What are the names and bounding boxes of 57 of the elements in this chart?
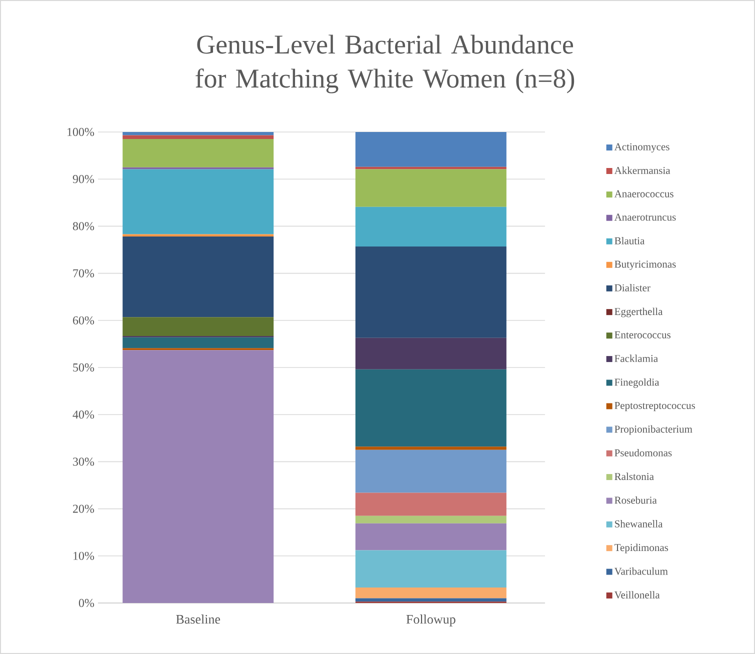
- bar: [122, 236, 274, 318]
- y-tick-label: 60%: [72, 316, 94, 324]
- bar: [122, 139, 274, 168]
- bar: [355, 246, 506, 338]
- bar: [122, 132, 274, 136]
- legend-label: Blautia: [614, 236, 645, 244]
- bar: [122, 135, 274, 140]
- y-tick-label: 90%: [72, 175, 94, 184]
- legend-label: Varibaculum: [614, 567, 668, 575]
- y-tick-label: 0%: [78, 598, 94, 608]
- legend-label: Veillonella: [614, 591, 660, 599]
- legend-label: Shewanella: [615, 520, 663, 528]
- bar: [122, 234, 274, 237]
- legend-label: Finegoldia: [614, 378, 660, 388]
- y-tick-label: 80%: [72, 222, 94, 230]
- y-tick-label: 40%: [72, 410, 94, 419]
- bar: [355, 523, 506, 550]
- bar: [355, 516, 506, 524]
- legend-label: Facklamia: [614, 354, 658, 362]
- bar: [122, 350, 274, 603]
- legend-label: Enterococcus: [614, 331, 670, 338]
- bar: [355, 550, 506, 588]
- legend-label: Propionibacterium: [614, 425, 692, 435]
- legend-label: Butyricimonas: [614, 260, 676, 270]
- x-tick-label: Baseline: [176, 614, 220, 624]
- legend-label: Eggerthella: [614, 308, 663, 318]
- bar: [122, 169, 274, 234]
- legend-label: Tepidimonas: [614, 544, 668, 554]
- x-tick-label: Followup: [406, 614, 456, 626]
- legend-label: Actinomyces: [614, 143, 670, 152]
- bar: [355, 169, 506, 207]
- bar: [355, 446, 506, 450]
- bar: [355, 492, 506, 516]
- legend-label: Roseburia: [614, 496, 657, 504]
- y-tick-label: 30%: [73, 458, 94, 466]
- bar: [355, 132, 506, 167]
- legend-label: Akkermansia: [614, 166, 670, 174]
- legend-label: Ralstonia: [614, 472, 654, 480]
- bar: [355, 450, 506, 493]
- legend-label: Pseudomonas: [614, 448, 672, 456]
- legend-label: Dialister: [614, 284, 650, 292]
- chart-title: Genus-Level Bacterial Abundance for Matching White Women (n=8): [196, 34, 574, 94]
- bar: [355, 369, 506, 447]
- bar: [122, 337, 274, 348]
- y-tick-label: 100%: [68, 128, 94, 136]
- legend-label: Peptostreptococcus: [614, 402, 696, 412]
- bar: [355, 338, 506, 370]
- bar: [355, 587, 506, 598]
- bar: [122, 317, 274, 336]
- y-tick-label: 70%: [73, 269, 94, 278]
- y-tick-label: 10%: [74, 552, 94, 560]
- legend-label: Anaerococcus: [614, 190, 674, 198]
- y-tick-label: 50%: [73, 363, 94, 372]
- bar: [355, 206, 506, 246]
- y-tick-label: 20%: [73, 504, 94, 513]
- legend-label: Anaerotruncus: [614, 214, 676, 221]
- bar: [355, 598, 506, 602]
